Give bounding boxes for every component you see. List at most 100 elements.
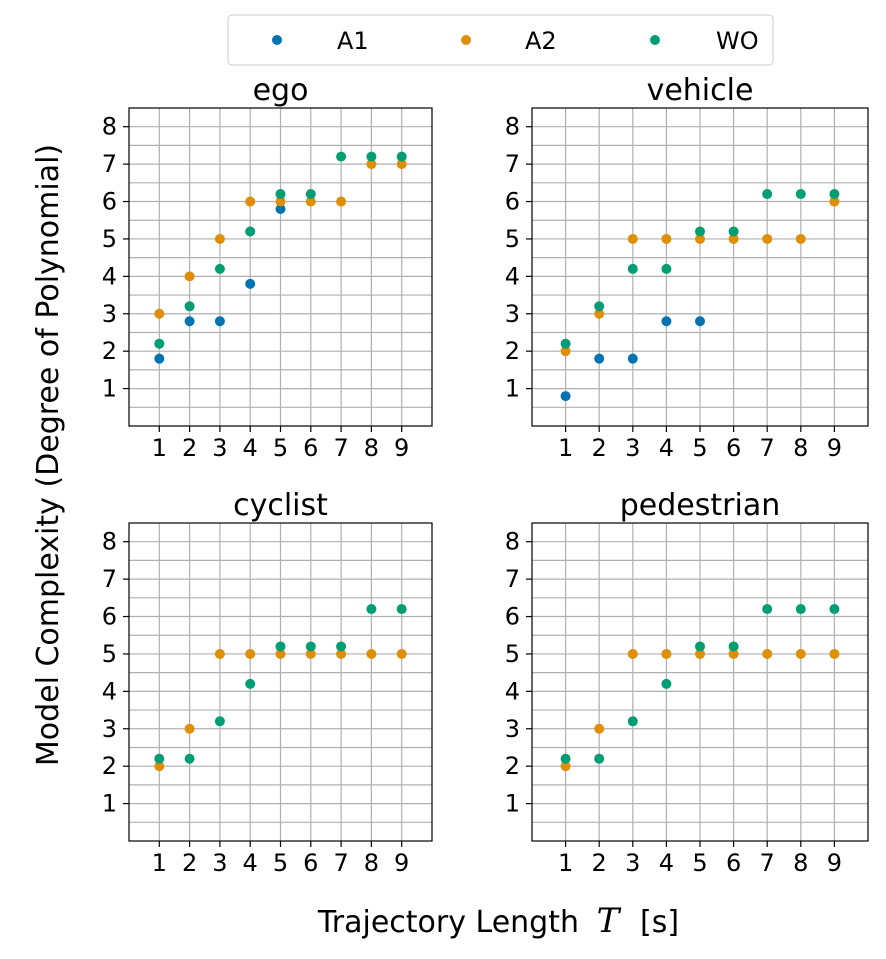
x-tick-label: 2 <box>592 849 607 877</box>
y-tick-label: 7 <box>102 565 117 593</box>
x-tick-label: 1 <box>558 434 573 462</box>
point-wo <box>336 641 347 652</box>
point-wo <box>214 716 225 727</box>
x-tick-label: 8 <box>793 434 808 462</box>
point-a2 <box>728 648 739 659</box>
legend: A1 A2 WO <box>227 14 774 66</box>
point-a1 <box>661 316 672 327</box>
y-tick-label: 1 <box>102 375 117 403</box>
y-tick-label: 5 <box>102 640 117 668</box>
x-tick-label: 8 <box>364 434 379 462</box>
x-tick-label: 3 <box>625 849 640 877</box>
y-tick-label: 3 <box>102 300 117 328</box>
x-tick-label: 5 <box>273 849 288 877</box>
subplot-title: ego <box>253 73 309 108</box>
x-tick-label: 8 <box>364 849 379 877</box>
point-wo <box>154 753 165 764</box>
x-tick-label: 1 <box>558 849 573 877</box>
point-a2 <box>762 648 773 659</box>
point-wo <box>560 753 571 764</box>
y-axis-label: Model Complexity (Degree of Polynomial) <box>31 144 66 766</box>
x-tick-label: 6 <box>303 434 318 462</box>
x-tick-label: 7 <box>333 434 348 462</box>
point-wo <box>661 263 672 274</box>
point-a1 <box>627 353 638 364</box>
subplot-title: cyclist <box>233 488 328 523</box>
y-tick-label: 7 <box>102 150 117 178</box>
point-wo <box>695 226 705 237</box>
point-a2 <box>627 648 638 659</box>
y-tick-label: 7 <box>505 565 520 593</box>
x-tick-label: 9 <box>827 849 842 877</box>
point-wo <box>154 338 165 349</box>
point-wo <box>245 226 256 237</box>
x-tick-label: 2 <box>592 434 607 462</box>
x-tick-label: 5 <box>692 434 707 462</box>
y-tick-label: 6 <box>102 603 117 631</box>
x-axis-label-unit: [s] <box>640 905 679 940</box>
point-wo <box>305 189 316 200</box>
legend-frame <box>227 14 774 66</box>
y-tick-label: 4 <box>102 677 117 705</box>
y-tick-label: 4 <box>505 262 520 290</box>
y-tick-label: 1 <box>505 375 520 403</box>
y-tick-label: 3 <box>505 300 520 328</box>
point-a1 <box>214 316 225 327</box>
point-a2 <box>695 648 705 659</box>
y-tick-label: 4 <box>102 262 117 290</box>
point-wo <box>728 641 739 652</box>
point-wo <box>762 189 773 200</box>
point-a2 <box>396 159 407 170</box>
legend-marker-a2 <box>461 35 471 45</box>
point-a2 <box>594 308 605 319</box>
point-wo <box>594 753 605 764</box>
point-a2 <box>661 648 672 659</box>
y-tick-label: 4 <box>505 677 520 705</box>
point-a2 <box>184 723 195 734</box>
point-a2 <box>366 159 377 170</box>
point-a2 <box>245 648 256 659</box>
point-a2 <box>275 196 286 207</box>
point-a2 <box>627 233 638 244</box>
x-tick-label: 6 <box>303 849 318 877</box>
point-a2 <box>184 271 195 282</box>
point-wo <box>396 604 407 615</box>
point-a1 <box>154 353 165 364</box>
point-a1 <box>695 316 705 327</box>
point-wo <box>762 604 773 615</box>
x-tick-label: 4 <box>243 434 258 462</box>
y-tick-label: 5 <box>505 225 520 253</box>
point-a2 <box>829 648 840 659</box>
legend-label-a1: A1 <box>337 27 369 55</box>
point-a2 <box>795 648 806 659</box>
point-a2 <box>154 308 165 319</box>
point-wo <box>795 189 806 200</box>
point-wo <box>305 641 316 652</box>
y-tick-label: 2 <box>102 752 117 780</box>
x-tick-label: 7 <box>760 849 775 877</box>
point-a2 <box>214 233 225 244</box>
point-wo <box>728 226 739 237</box>
point-wo <box>627 716 638 727</box>
point-a2 <box>245 196 256 207</box>
point-a1 <box>594 353 605 364</box>
point-a1 <box>245 278 256 289</box>
y-tick-label: 5 <box>102 225 117 253</box>
y-tick-label: 8 <box>102 113 117 141</box>
point-a1 <box>184 316 195 327</box>
x-tick-label: 2 <box>182 849 197 877</box>
x-tick-label: 6 <box>726 849 741 877</box>
x-tick-label: 7 <box>760 434 775 462</box>
point-a2 <box>214 648 225 659</box>
x-tick-label: 4 <box>243 849 258 877</box>
point-wo <box>829 604 840 615</box>
x-tick-label: 4 <box>659 849 674 877</box>
point-wo <box>245 678 256 689</box>
y-tick-label: 2 <box>505 337 520 365</box>
point-a2 <box>305 648 316 659</box>
y-tick-label: 2 <box>505 752 520 780</box>
x-tick-label: 6 <box>726 434 741 462</box>
y-tick-label: 1 <box>505 790 520 818</box>
x-axis-label: Trajectory Length T [s] <box>317 901 679 941</box>
